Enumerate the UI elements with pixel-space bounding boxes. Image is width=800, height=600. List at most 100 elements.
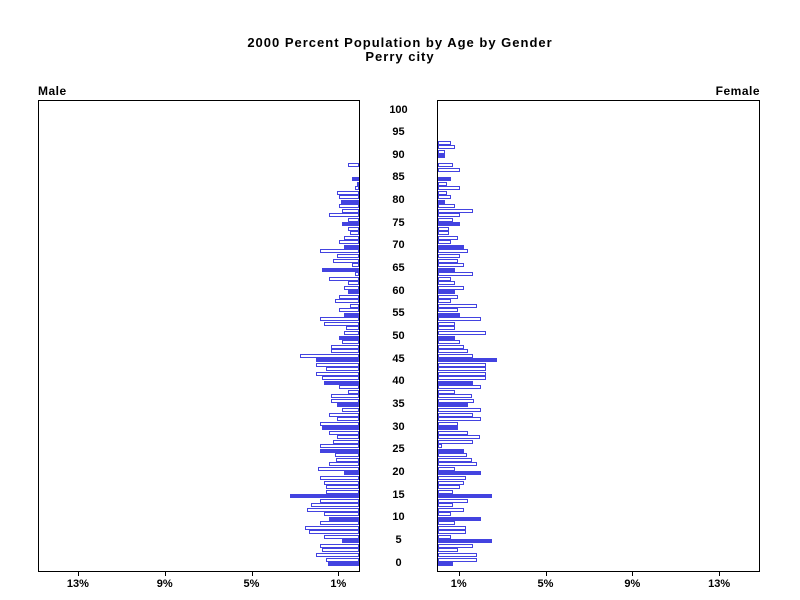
- female-bar-age-16: [438, 489, 453, 494]
- age-tick-label-15: 15: [392, 488, 405, 501]
- male-bar-age-7: [309, 530, 359, 535]
- male-bar-age-80: [341, 199, 359, 204]
- male-pct-1-tick: [338, 572, 340, 576]
- female-bar-age-91: [438, 149, 445, 154]
- male-bar-age-63: [329, 276, 359, 281]
- female-bar-age-2: [438, 552, 477, 557]
- age-tick-label-10: 10: [392, 511, 405, 524]
- male-bar-age-1: [326, 557, 359, 562]
- female-bar-age-63: [438, 276, 451, 281]
- male-bar-age-2: [316, 552, 359, 557]
- male-bar-age-25: [320, 448, 359, 453]
- female-bar-age-26: [438, 444, 442, 449]
- female-bar-age-75: [438, 222, 460, 227]
- male-bar-age-82: [337, 190, 359, 195]
- male-bar-age-14: [320, 498, 359, 503]
- male-bar-age-38: [348, 389, 359, 394]
- male-bar-age-32: [337, 417, 359, 421]
- female-bar-age-65: [438, 267, 455, 272]
- age-tick-label-85: 85: [392, 171, 405, 184]
- male-bar-age-4: [320, 543, 359, 548]
- female-pct-13-label: 13%: [708, 578, 731, 590]
- male-bar-age-76: [348, 217, 359, 222]
- female-bar-age-5: [438, 539, 492, 544]
- male-panel: [38, 100, 360, 572]
- female-pct-5-label: 5%: [537, 578, 554, 590]
- male-bar-age-51: [344, 331, 359, 335]
- male-bar-age-16: [326, 489, 359, 494]
- female-bar-age-36: [438, 398, 474, 403]
- female-bar-age-43: [438, 367, 486, 372]
- male-bar-age-12: [307, 507, 359, 512]
- female-bar-age-11: [438, 512, 451, 517]
- female-bar-age-19: [438, 475, 466, 480]
- male-bar-age-61: [344, 285, 359, 290]
- male-bar-age-85: [352, 176, 359, 181]
- female-pct-5-tick: [545, 572, 547, 576]
- male-bar-age-54: [320, 317, 359, 322]
- female-bar-age-47: [438, 349, 468, 354]
- female-pct-1-label: 1%: [450, 578, 467, 590]
- age-tick-label-45: 45: [392, 352, 405, 365]
- male-bar-age-81: [339, 195, 359, 200]
- female-bar-age-10: [438, 516, 481, 521]
- age-tick-label-55: 55: [392, 307, 405, 320]
- age-tick-label-90: 90: [392, 148, 405, 161]
- female-bar-age-73: [438, 231, 449, 236]
- male-bar-age-55: [344, 312, 359, 317]
- female-bar-age-20: [438, 471, 481, 476]
- female-bar-age-87: [438, 167, 460, 172]
- male-bar-age-40: [324, 380, 359, 385]
- male-bar-age-18: [324, 480, 359, 485]
- female-pct-13-tick: [719, 572, 721, 576]
- female-bar-age-6: [438, 534, 451, 539]
- age-tick-label-40: 40: [392, 375, 405, 388]
- female-bar-age-70: [438, 244, 464, 249]
- female-bar-age-31: [438, 421, 458, 426]
- male-bar-age-24: [335, 453, 359, 458]
- age-tick-label-0: 0: [395, 556, 402, 569]
- female-bar-age-52: [438, 326, 455, 331]
- female-bar-age-56: [438, 308, 458, 313]
- male-bar-age-66: [352, 263, 359, 267]
- male-bar-age-23: [336, 457, 359, 462]
- female-bar-age-68: [438, 254, 460, 258]
- female-bar-age-67: [438, 258, 458, 263]
- chart-title-line2: Perry city: [365, 49, 435, 64]
- male-bar-age-19: [320, 475, 359, 480]
- female-pct-9-label: 9%: [624, 578, 641, 590]
- female-bar-age-17: [438, 485, 460, 489]
- female-bar-age-29: [438, 430, 468, 435]
- male-bar-age-6: [324, 534, 359, 539]
- male-bar-age-36: [331, 398, 359, 403]
- female-bar-age-92: [438, 145, 455, 150]
- male-bar-age-41: [322, 376, 359, 381]
- age-tick-label-50: 50: [392, 330, 405, 342]
- male-bar-age-31: [320, 421, 359, 426]
- female-bar-age-72: [438, 235, 458, 240]
- male-bar-age-57: [350, 303, 359, 308]
- age-tick-label-95: 95: [392, 126, 405, 139]
- male-bar-age-65: [322, 267, 359, 272]
- male-bar-age-44: [316, 362, 359, 367]
- male-bar-age-47: [331, 349, 359, 354]
- female-bar-age-55: [438, 312, 460, 317]
- female-bar-age-15: [438, 494, 492, 499]
- male-bar-age-71: [339, 240, 359, 245]
- female-bar-age-90: [438, 154, 445, 159]
- male-bar-age-0: [328, 562, 359, 566]
- age-tick-label-70: 70: [392, 239, 405, 252]
- female-bar-age-21: [438, 466, 455, 471]
- female-bar-age-42: [438, 371, 486, 376]
- female-bar-age-64: [438, 272, 473, 277]
- male-bar-age-13: [311, 503, 359, 508]
- male-bar-age-42: [316, 371, 359, 376]
- female-bar-age-71: [438, 240, 451, 245]
- age-tick-label-75: 75: [392, 216, 405, 229]
- female-bar-age-61: [438, 285, 464, 290]
- female-bar-age-3: [438, 548, 458, 553]
- male-bar-age-48: [331, 344, 359, 349]
- chart-title-line1: 2000 Percent Population by Age by Gender: [247, 35, 553, 50]
- female-bar-age-79: [438, 204, 455, 209]
- female-bar-age-24: [438, 453, 467, 458]
